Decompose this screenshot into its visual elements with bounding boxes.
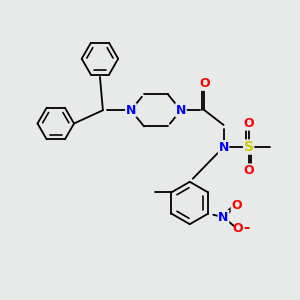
Text: -: - xyxy=(243,220,249,235)
Text: O: O xyxy=(243,117,254,130)
Text: O: O xyxy=(232,222,243,235)
Text: N: N xyxy=(176,104,186,117)
Text: N: N xyxy=(218,211,229,224)
Text: S: S xyxy=(244,140,254,154)
Text: N: N xyxy=(126,104,136,117)
Text: N: N xyxy=(218,141,229,154)
Text: O: O xyxy=(199,77,210,90)
Text: O: O xyxy=(243,164,254,177)
Text: O: O xyxy=(231,200,242,212)
